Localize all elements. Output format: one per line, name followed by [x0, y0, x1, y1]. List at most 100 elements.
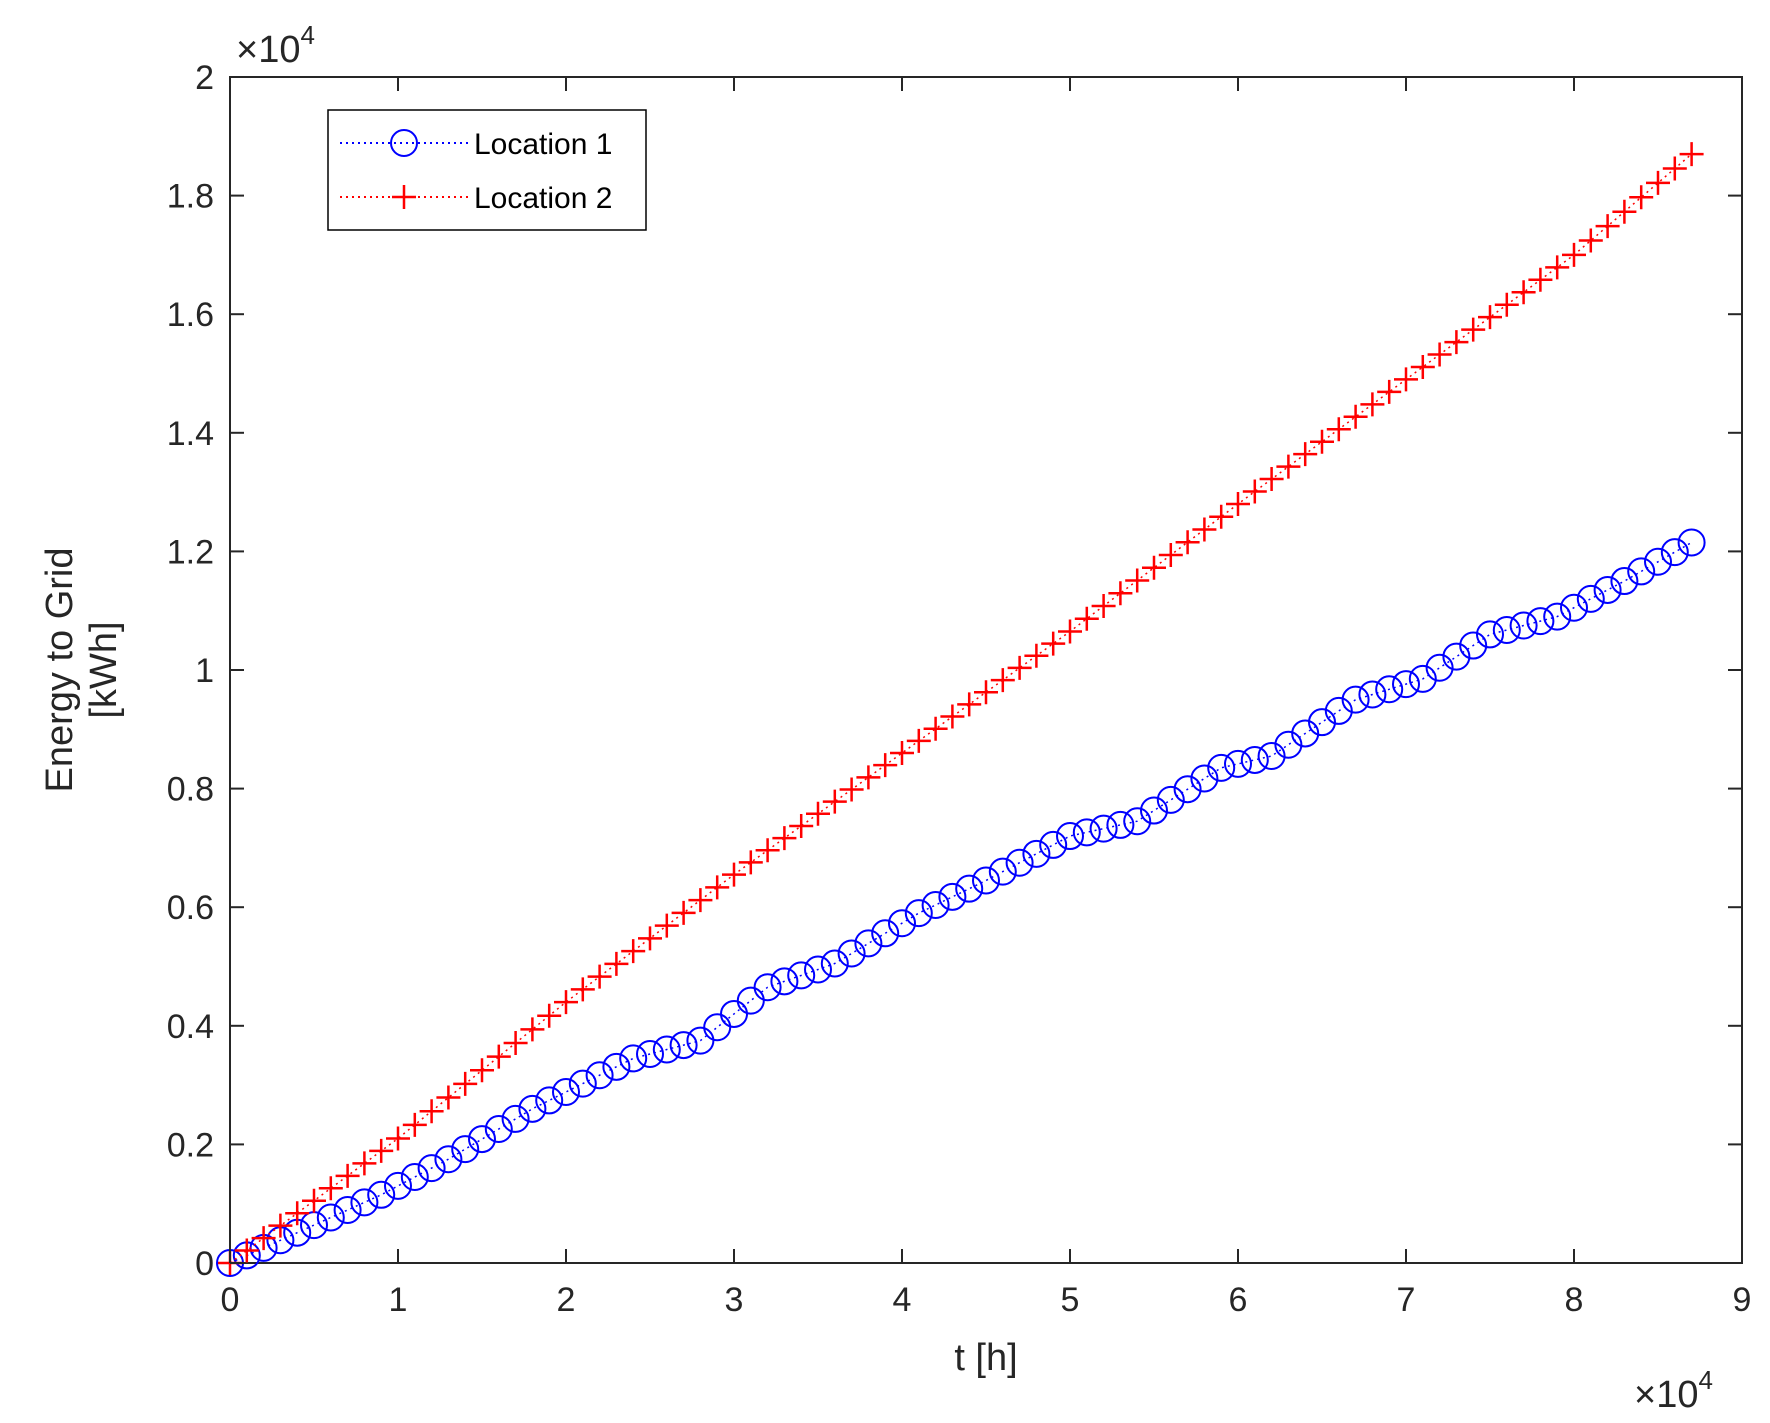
y-multiplier-base: ×10 [236, 29, 300, 71]
data-point [906, 728, 931, 753]
data-point [384, 1171, 412, 1200]
data-point [638, 926, 662, 951]
data-point [873, 753, 898, 778]
y-tick-label: 0 [195, 1245, 214, 1283]
data-point [587, 964, 612, 989]
y-tick-label: 0.8 [167, 771, 214, 809]
data-point [654, 913, 679, 938]
data-point [1257, 741, 1286, 770]
data-point [652, 1035, 681, 1064]
data-point [1209, 504, 1234, 529]
data-point [1425, 653, 1454, 682]
data-point [402, 1112, 427, 1137]
x-tick-label: 4 [893, 1281, 912, 1319]
data-point [1072, 818, 1101, 847]
data-point [738, 850, 763, 875]
data-point [1660, 538, 1689, 567]
data-point [234, 1238, 259, 1263]
data-point [554, 990, 578, 1015]
data-point [1461, 317, 1486, 342]
data-point [770, 967, 799, 996]
y-tick-label: 1.2 [167, 533, 214, 571]
y-tick-label: 1.8 [167, 178, 214, 216]
data-point [636, 1039, 664, 1068]
legend-label-location-1: Location 1 [474, 128, 612, 161]
data-point [1007, 655, 1032, 680]
data-point [1341, 685, 1370, 714]
data-point [1190, 764, 1219, 793]
data-point [1158, 542, 1183, 567]
data-point [1108, 581, 1133, 606]
data-point [753, 973, 782, 1002]
data-point [1612, 199, 1637, 224]
data-point [1226, 491, 1250, 516]
data-point [1593, 575, 1622, 604]
data-point [1545, 255, 1570, 280]
legend-label-location-2: Location 2 [474, 182, 612, 215]
series-line [229, 153, 1693, 1264]
data-point [1679, 142, 1704, 167]
data-point [1192, 517, 1217, 542]
data-point [1444, 330, 1469, 355]
series-layer [216, 142, 1706, 1277]
data-point [1058, 619, 1082, 644]
data-point [537, 1003, 562, 1028]
data-point [1562, 242, 1586, 267]
x-multiplier-base: ×10 [1634, 1374, 1698, 1416]
x-tick-label: 1 [389, 1281, 408, 1319]
x-tick-label: 7 [1397, 1281, 1416, 1319]
data-point [904, 899, 933, 928]
data-point [1476, 620, 1504, 649]
data-point [484, 1114, 513, 1143]
y-tick-label: 1 [195, 652, 214, 690]
data-point [1392, 670, 1420, 699]
data-point [940, 704, 965, 729]
data-point [1207, 753, 1236, 782]
ticks-layer: 0 1 2 3 4 5 6 7 8 9 0 0.2 0.4 0.6 0.8 1 1.2 1.4 1.6 1.8 2 [167, 59, 1752, 1319]
data-point [972, 866, 1000, 895]
data-point [333, 1195, 362, 1224]
data-point [419, 1099, 444, 1124]
data-point [1173, 775, 1202, 804]
data-point [1543, 602, 1572, 631]
data-point [318, 1176, 343, 1201]
data-point [1276, 454, 1301, 479]
legend-marker-location-2 [392, 185, 416, 209]
data-point [1442, 642, 1471, 671]
data-point [1293, 442, 1318, 467]
data-point [1125, 568, 1150, 593]
data-point [1576, 584, 1605, 613]
x-tick-label: 2 [557, 1281, 576, 1319]
data-point [1526, 607, 1555, 636]
series-line [229, 541, 1692, 1264]
data-point [856, 765, 881, 790]
data-point [820, 949, 849, 978]
data-point [1677, 528, 1706, 557]
x-tick-label: 0 [221, 1281, 240, 1319]
data-point [1308, 708, 1336, 737]
data-point [888, 909, 916, 938]
data-point [1106, 810, 1135, 839]
data-point [957, 692, 982, 717]
data-point [268, 1213, 293, 1238]
data-point [1629, 185, 1654, 210]
data-point [1494, 292, 1519, 317]
data-point [453, 1071, 478, 1096]
data-point [854, 929, 883, 958]
data-point [1410, 354, 1435, 379]
data-point [400, 1163, 429, 1192]
y-axis-title-line-1: Energy to Grid [39, 548, 81, 793]
data-point [671, 900, 696, 925]
data-point [535, 1086, 564, 1115]
data-point [669, 1031, 698, 1060]
data-point [1324, 696, 1353, 725]
data-point [1259, 467, 1284, 492]
data-point [974, 680, 998, 705]
data-point [1123, 807, 1152, 836]
x-tick-label: 5 [1061, 1281, 1080, 1319]
data-point [619, 1044, 648, 1073]
y-tick-label: 0.6 [167, 889, 214, 927]
data-point [486, 1044, 511, 1069]
data-point [1175, 530, 1200, 555]
